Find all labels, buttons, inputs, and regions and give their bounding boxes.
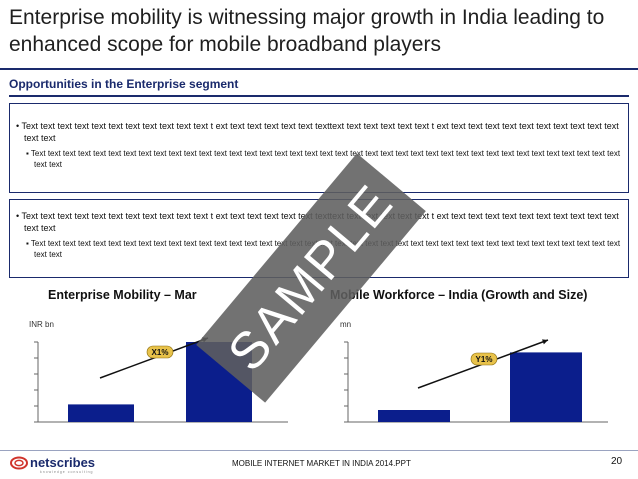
left-chart-title: Enterprise Mobility – Mar bbox=[48, 288, 197, 302]
page-number: 20 bbox=[611, 456, 623, 467]
slide-title: Enterprise mobility is witnessing major … bbox=[9, 6, 605, 56]
sub-bullet-text: ▪ Text text text text text text text tex… bbox=[26, 149, 621, 169]
footer-document-name: MOBILE INTERNET MARKET IN INDIA 2014.PPT bbox=[232, 459, 411, 468]
section-subtitle: Opportunities in the Enterprise segment bbox=[9, 77, 239, 91]
title-divider bbox=[0, 68, 638, 70]
subtitle-divider bbox=[9, 95, 629, 97]
bullet-text: • Text text text text text text text tex… bbox=[16, 121, 619, 143]
right-chart-unit: mn bbox=[340, 320, 352, 329]
growth-label-pill bbox=[470, 352, 498, 366]
right-chart-title: Mobile Workforce – India (Growth and Siz… bbox=[330, 288, 588, 302]
growth-label-pill bbox=[146, 345, 174, 359]
logo-text: netscribes bbox=[30, 455, 96, 470]
growth-label: Y1% bbox=[476, 355, 493, 364]
growth-arrow-head bbox=[542, 339, 548, 345]
bar bbox=[510, 352, 582, 422]
growth-label: X1% bbox=[152, 348, 169, 357]
logo-swirl-icon bbox=[10, 456, 28, 469]
footer-divider bbox=[0, 450, 638, 451]
text-box-1: • Text text text text text text text tex… bbox=[9, 103, 629, 193]
sub-bullet-content: Text text text text text text text text … bbox=[30, 149, 621, 169]
bar bbox=[378, 410, 450, 422]
logo-tagline: knowledge consulting bbox=[40, 470, 94, 474]
netscribes-logo: netscribes knowledge consulting bbox=[10, 455, 96, 474]
left-chart-unit: INR bn bbox=[29, 320, 54, 329]
bar bbox=[68, 404, 134, 422]
mobile-workforce-chart: Y1% bbox=[344, 339, 608, 423]
